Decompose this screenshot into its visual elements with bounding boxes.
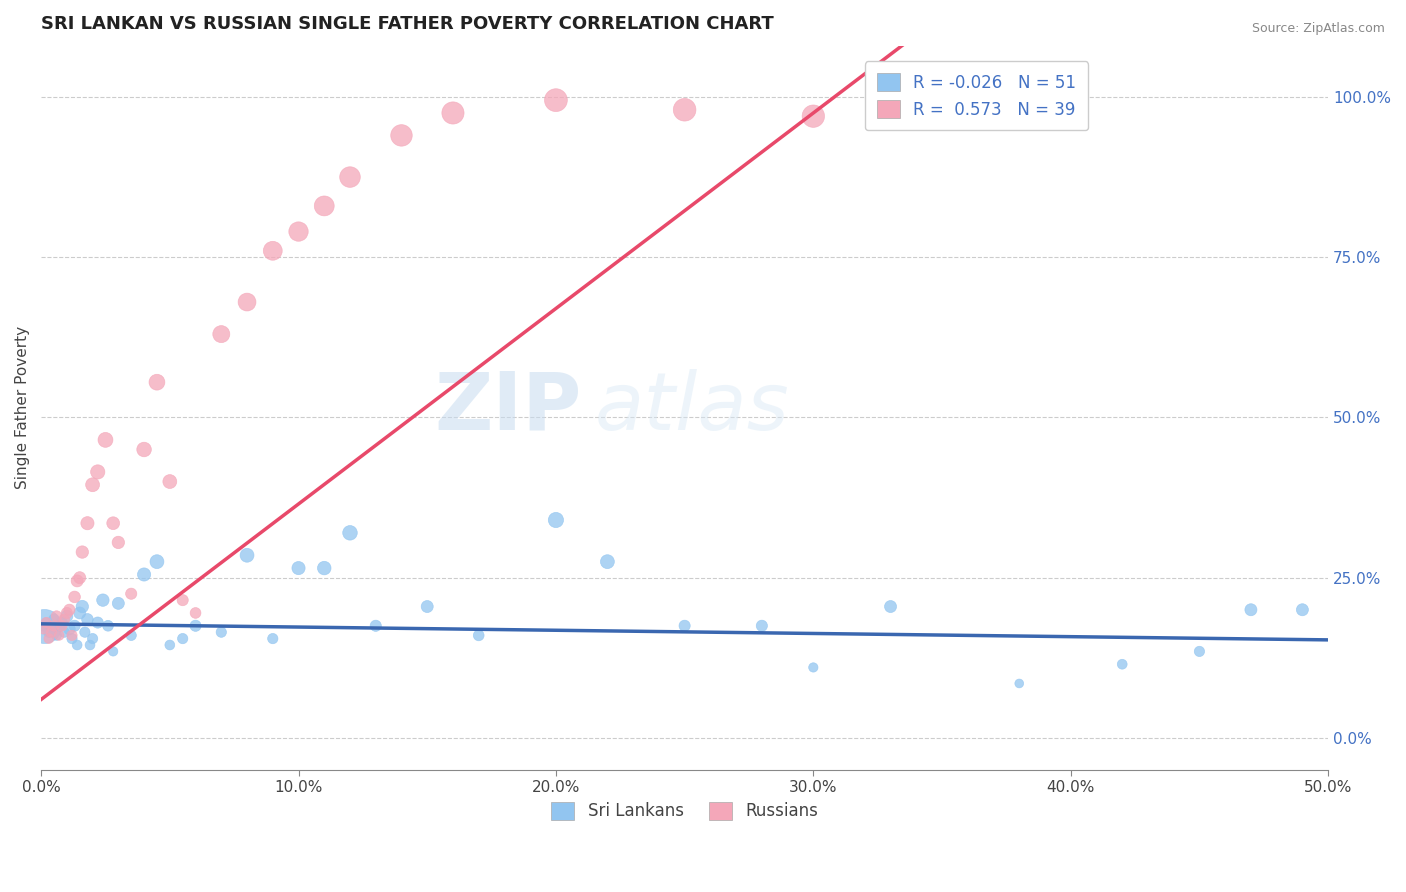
Point xyxy=(751,619,773,633)
Point xyxy=(32,622,55,636)
Point xyxy=(416,599,439,614)
Point xyxy=(73,625,96,640)
Text: atlas: atlas xyxy=(595,368,789,447)
Point xyxy=(79,638,101,652)
Point xyxy=(48,619,70,633)
Point xyxy=(236,295,259,310)
Point xyxy=(132,567,155,582)
Point xyxy=(32,619,55,633)
Text: SRI LANKAN VS RUSSIAN SINGLE FATHER POVERTY CORRELATION CHART: SRI LANKAN VS RUSSIAN SINGLE FATHER POVE… xyxy=(41,15,773,33)
Point xyxy=(801,109,824,123)
Point xyxy=(42,612,65,626)
Point xyxy=(87,615,110,630)
Point xyxy=(596,555,619,569)
Point xyxy=(287,225,309,239)
Point xyxy=(41,625,63,640)
Point xyxy=(544,93,567,107)
Point xyxy=(56,606,79,620)
Point xyxy=(1008,676,1031,690)
Point xyxy=(236,548,259,562)
Point xyxy=(51,615,73,630)
Point xyxy=(38,632,60,646)
Point xyxy=(72,545,94,559)
Point xyxy=(63,590,86,604)
Point xyxy=(60,628,83,642)
Point xyxy=(63,619,86,633)
Point xyxy=(45,609,67,624)
Point xyxy=(38,625,60,640)
Point xyxy=(673,619,696,633)
Point xyxy=(97,619,120,633)
Point xyxy=(35,615,58,630)
Point xyxy=(146,555,169,569)
Point xyxy=(103,516,125,531)
Point xyxy=(48,628,70,642)
Point xyxy=(314,561,336,575)
Point xyxy=(544,513,567,527)
Point xyxy=(314,199,336,213)
Point xyxy=(60,632,83,646)
Point xyxy=(801,660,824,674)
Point xyxy=(66,574,89,588)
Point xyxy=(69,571,91,585)
Point xyxy=(184,606,207,620)
Point xyxy=(209,327,232,342)
Point xyxy=(1188,644,1211,658)
Point xyxy=(1111,657,1133,672)
Point xyxy=(339,170,361,185)
Point xyxy=(159,475,181,489)
Point xyxy=(1291,603,1313,617)
Point xyxy=(87,465,110,479)
Point xyxy=(53,612,76,626)
Point xyxy=(35,615,58,630)
Point xyxy=(120,628,142,642)
Point xyxy=(391,128,413,143)
Point xyxy=(364,619,387,633)
Point xyxy=(82,632,104,646)
Point xyxy=(339,525,361,540)
Point xyxy=(262,244,284,258)
Point xyxy=(467,628,489,642)
Point xyxy=(45,628,67,642)
Point xyxy=(69,606,91,620)
Point xyxy=(120,587,142,601)
Y-axis label: Single Father Poverty: Single Father Poverty xyxy=(15,326,30,490)
Point xyxy=(107,535,129,549)
Point xyxy=(146,375,169,389)
Point xyxy=(184,619,207,633)
Point xyxy=(41,622,63,636)
Point xyxy=(56,609,79,624)
Point xyxy=(72,599,94,614)
Point xyxy=(76,516,98,531)
Point xyxy=(132,442,155,457)
Point xyxy=(1240,603,1263,617)
Point xyxy=(673,103,696,117)
Point xyxy=(172,593,194,607)
Text: Source: ZipAtlas.com: Source: ZipAtlas.com xyxy=(1251,22,1385,36)
Point xyxy=(159,638,181,652)
Point xyxy=(51,619,73,633)
Point xyxy=(172,632,194,646)
Point xyxy=(32,619,55,633)
Point xyxy=(94,433,117,447)
Point xyxy=(209,625,232,640)
Point xyxy=(58,622,80,636)
Point xyxy=(262,632,284,646)
Point xyxy=(879,599,901,614)
Point xyxy=(103,644,125,658)
Point xyxy=(66,638,89,652)
Point xyxy=(42,619,65,633)
Text: ZIP: ZIP xyxy=(434,368,582,447)
Point xyxy=(441,106,464,120)
Point xyxy=(58,603,80,617)
Point xyxy=(53,625,76,640)
Point xyxy=(107,596,129,610)
Point xyxy=(76,612,98,626)
Point xyxy=(287,561,309,575)
Legend: Sri Lankans, Russians: Sri Lankans, Russians xyxy=(544,795,825,827)
Point xyxy=(91,593,114,607)
Point xyxy=(82,477,104,491)
